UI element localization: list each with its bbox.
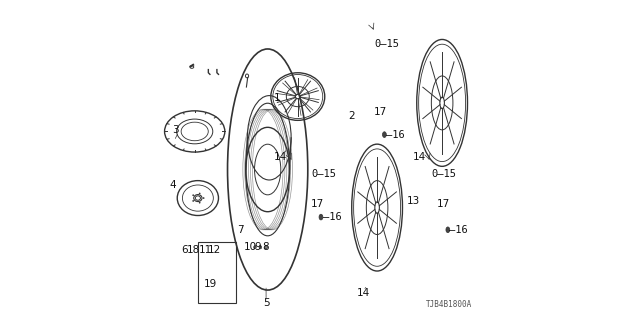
Text: 12: 12 — [208, 245, 221, 255]
Text: 0—15: 0—15 — [374, 39, 399, 49]
Text: 8: 8 — [262, 242, 269, 252]
Text: 19: 19 — [204, 279, 217, 289]
Text: 14: 14 — [412, 152, 426, 162]
Text: 9: 9 — [255, 242, 262, 252]
Ellipse shape — [446, 227, 450, 233]
Bar — [198, 243, 236, 303]
Text: 17: 17 — [374, 108, 388, 117]
Ellipse shape — [193, 195, 194, 196]
Text: 6: 6 — [181, 245, 188, 255]
Text: TJB4B1800A: TJB4B1800A — [426, 300, 472, 309]
Ellipse shape — [199, 193, 200, 194]
Text: 10: 10 — [244, 242, 257, 252]
Text: 2: 2 — [348, 111, 355, 121]
Text: 3: 3 — [172, 125, 179, 135]
Text: 11: 11 — [198, 245, 212, 255]
Text: 0—15: 0—15 — [311, 169, 336, 179]
Ellipse shape — [259, 246, 262, 249]
Text: 13: 13 — [406, 196, 420, 206]
Text: 4: 4 — [169, 180, 176, 190]
Text: 18: 18 — [186, 245, 200, 255]
Text: 7: 7 — [237, 225, 243, 236]
Text: 1: 1 — [274, 93, 280, 103]
Ellipse shape — [199, 202, 200, 203]
Text: 17: 17 — [311, 199, 324, 209]
Text: 17: 17 — [436, 199, 450, 209]
Ellipse shape — [319, 214, 323, 220]
Text: 14: 14 — [356, 288, 370, 298]
Text: 0—15: 0—15 — [431, 169, 457, 179]
Text: —16: —16 — [323, 212, 341, 222]
Text: —16: —16 — [386, 130, 404, 140]
Ellipse shape — [253, 246, 256, 249]
Ellipse shape — [265, 246, 268, 249]
Text: 14: 14 — [274, 152, 287, 162]
Text: 5: 5 — [263, 298, 269, 308]
Text: —16: —16 — [449, 225, 468, 235]
Ellipse shape — [383, 132, 387, 138]
